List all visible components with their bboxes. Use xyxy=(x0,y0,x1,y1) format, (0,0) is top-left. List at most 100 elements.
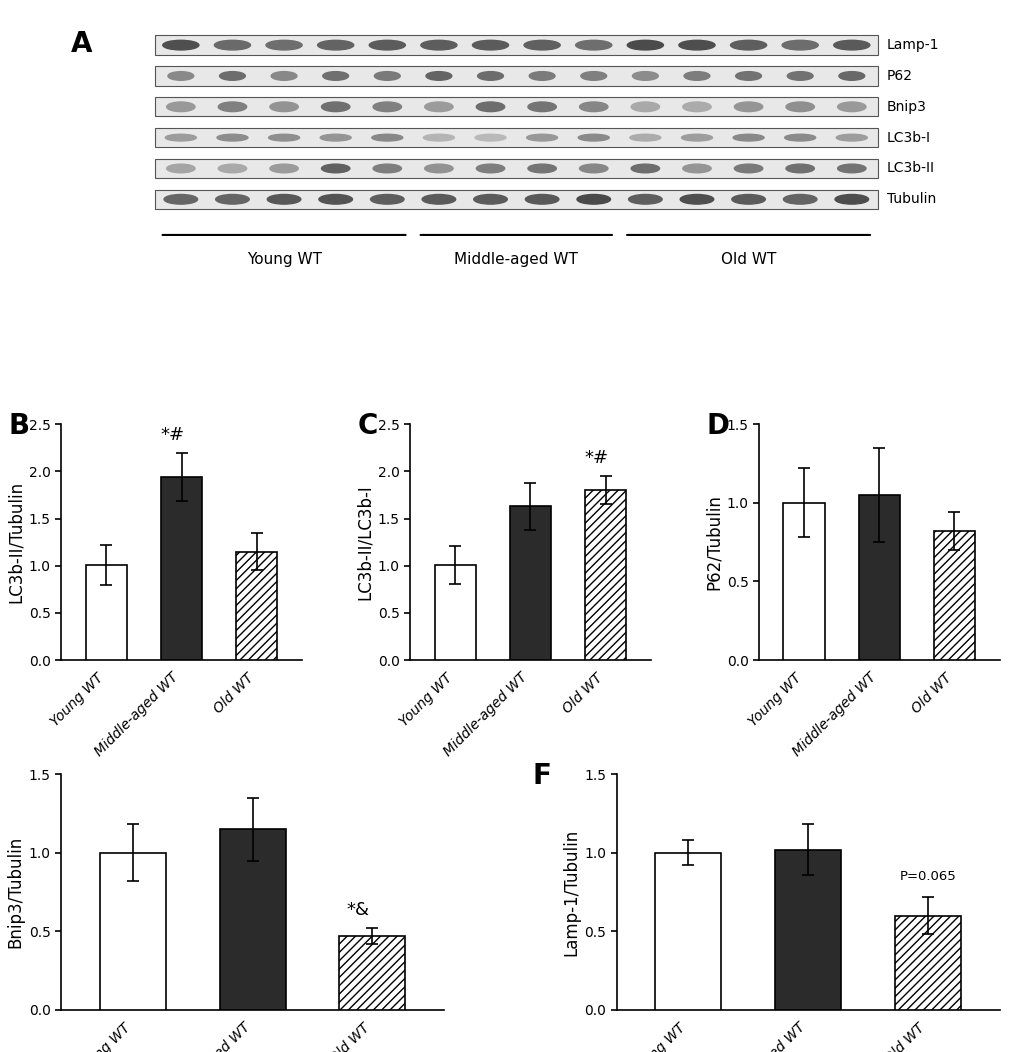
Text: *&: *& xyxy=(346,901,369,918)
Bar xyxy=(584,490,626,660)
Ellipse shape xyxy=(215,195,249,204)
Ellipse shape xyxy=(731,195,764,204)
Ellipse shape xyxy=(421,40,457,49)
Ellipse shape xyxy=(166,164,195,173)
Ellipse shape xyxy=(526,135,557,141)
Ellipse shape xyxy=(374,72,399,80)
Ellipse shape xyxy=(476,102,504,112)
Ellipse shape xyxy=(322,72,348,80)
Bar xyxy=(86,565,127,660)
Ellipse shape xyxy=(836,135,866,141)
Y-axis label: Lamp-1/Tubulin: Lamp-1/Tubulin xyxy=(561,828,580,955)
Ellipse shape xyxy=(627,40,662,49)
Ellipse shape xyxy=(631,102,659,112)
Ellipse shape xyxy=(372,135,403,141)
Ellipse shape xyxy=(218,164,247,173)
Ellipse shape xyxy=(680,195,713,204)
Ellipse shape xyxy=(528,102,555,112)
Ellipse shape xyxy=(219,72,246,80)
Bar xyxy=(155,97,876,117)
Ellipse shape xyxy=(786,102,813,112)
Y-axis label: P62/Tubulin: P62/Tubulin xyxy=(704,494,721,590)
Ellipse shape xyxy=(369,40,405,49)
Ellipse shape xyxy=(580,72,606,80)
Ellipse shape xyxy=(786,164,813,173)
Bar xyxy=(155,159,876,178)
Ellipse shape xyxy=(833,40,869,49)
Ellipse shape xyxy=(628,195,661,204)
Bar xyxy=(894,915,960,1010)
Ellipse shape xyxy=(682,164,710,173)
Y-axis label: LC3b-II/Tubulin: LC3b-II/Tubulin xyxy=(6,481,24,603)
Ellipse shape xyxy=(373,164,401,173)
Ellipse shape xyxy=(317,40,354,49)
Ellipse shape xyxy=(477,72,503,80)
Ellipse shape xyxy=(837,102,865,112)
Text: LC3b-II: LC3b-II xyxy=(887,161,934,176)
Ellipse shape xyxy=(424,164,452,173)
Ellipse shape xyxy=(321,102,350,112)
Ellipse shape xyxy=(426,72,451,80)
Ellipse shape xyxy=(270,102,298,112)
Ellipse shape xyxy=(166,102,195,112)
Y-axis label: LC3b-II/LC3b-I: LC3b-II/LC3b-I xyxy=(356,484,373,600)
Bar xyxy=(155,128,876,147)
Ellipse shape xyxy=(735,72,761,80)
Ellipse shape xyxy=(682,102,710,112)
Text: A: A xyxy=(70,29,92,58)
Ellipse shape xyxy=(579,164,607,173)
Ellipse shape xyxy=(423,135,453,141)
Ellipse shape xyxy=(214,40,251,49)
Bar xyxy=(219,829,285,1010)
Ellipse shape xyxy=(681,135,711,141)
Text: P=0.065: P=0.065 xyxy=(899,870,955,883)
Ellipse shape xyxy=(271,72,297,80)
Ellipse shape xyxy=(476,164,504,173)
Text: Young WT: Young WT xyxy=(247,252,321,267)
Text: Bnip3: Bnip3 xyxy=(887,100,926,114)
Ellipse shape xyxy=(784,135,815,141)
Ellipse shape xyxy=(787,72,812,80)
Ellipse shape xyxy=(168,72,194,80)
Ellipse shape xyxy=(373,102,401,112)
Ellipse shape xyxy=(319,195,353,204)
Bar xyxy=(161,477,202,660)
Ellipse shape xyxy=(684,72,709,80)
Ellipse shape xyxy=(578,135,608,141)
Ellipse shape xyxy=(529,72,554,80)
Ellipse shape xyxy=(835,195,868,204)
Ellipse shape xyxy=(679,40,714,49)
Ellipse shape xyxy=(632,72,657,80)
Ellipse shape xyxy=(422,195,455,204)
Bar xyxy=(100,853,166,1010)
Text: D: D xyxy=(705,412,729,441)
Ellipse shape xyxy=(838,72,864,80)
Ellipse shape xyxy=(473,195,506,204)
Ellipse shape xyxy=(630,135,660,141)
Text: F: F xyxy=(532,763,550,790)
Text: *#: *# xyxy=(584,448,608,467)
Ellipse shape xyxy=(783,195,816,204)
Ellipse shape xyxy=(270,164,298,173)
Bar xyxy=(434,565,476,660)
Bar xyxy=(155,36,876,55)
Text: *#: *# xyxy=(160,426,184,444)
Bar xyxy=(774,850,841,1010)
Text: Middle-aged WT: Middle-aged WT xyxy=(453,252,578,267)
Ellipse shape xyxy=(734,164,762,173)
Ellipse shape xyxy=(525,195,558,204)
Ellipse shape xyxy=(575,40,611,49)
Ellipse shape xyxy=(321,164,350,173)
Bar xyxy=(510,506,550,660)
Ellipse shape xyxy=(730,40,766,49)
Y-axis label: Bnip3/Tubulin: Bnip3/Tubulin xyxy=(6,836,24,948)
Bar xyxy=(655,853,720,1010)
Text: LC3b-I: LC3b-I xyxy=(887,130,930,144)
Text: Old WT: Old WT xyxy=(720,252,775,267)
Bar xyxy=(235,551,277,660)
Ellipse shape xyxy=(370,195,404,204)
Bar xyxy=(155,189,876,209)
Ellipse shape xyxy=(524,40,559,49)
Text: Tubulin: Tubulin xyxy=(887,193,935,206)
Ellipse shape xyxy=(267,195,301,204)
